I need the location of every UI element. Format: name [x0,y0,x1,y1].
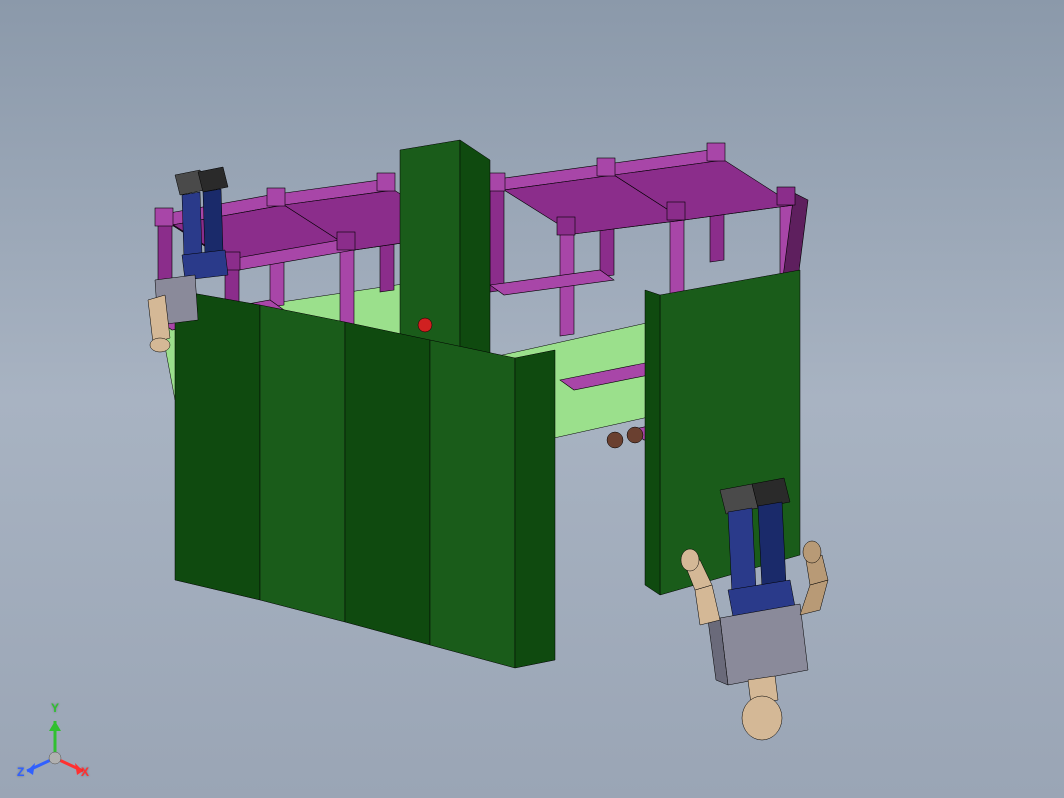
divider-panel-center [400,140,490,370]
wall-panels-left [175,290,555,668]
cad-3d-viewport[interactable]: Y X Z [0,0,1064,798]
axis-label-y: Y [51,701,59,715]
axis-label-x: X [81,765,89,779]
scene-render [0,0,1064,798]
red-button-2 [418,318,432,332]
axis-triad[interactable]: Y X Z [15,703,95,783]
axis-label-z: Z [17,765,24,779]
